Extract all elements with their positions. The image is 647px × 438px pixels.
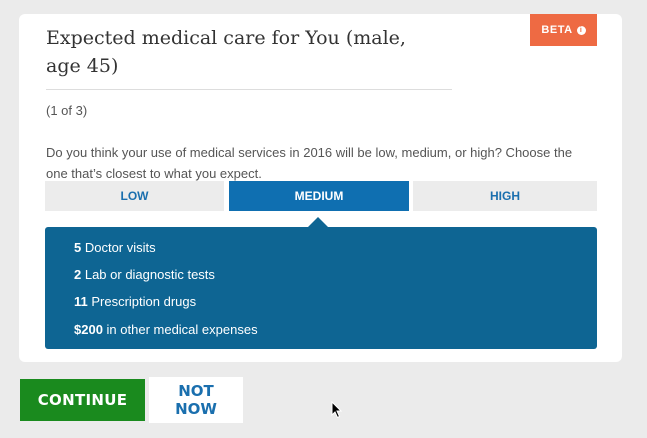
details-panel: 5 Doctor visits 2 Lab or diagnostic test… xyxy=(45,217,597,349)
option-high[interactable]: HIGH xyxy=(413,181,597,211)
detail-item: $200 in other medical expenses xyxy=(74,322,258,337)
info-icon: i xyxy=(576,25,586,35)
page-title: Expected medical care for You (male, age… xyxy=(46,27,406,77)
care-card: BETA i Expected medical care for You (ma… xyxy=(19,14,622,362)
beta-label: BETA xyxy=(541,24,573,36)
detail-item: 2 Lab or diagnostic tests xyxy=(74,267,215,282)
question-text: Do you think your use of medical service… xyxy=(46,145,573,181)
pointer-arrow xyxy=(308,217,328,227)
option-low[interactable]: LOW xyxy=(45,181,224,211)
continue-button[interactable]: CONTINUE xyxy=(20,379,145,421)
mouse-cursor-icon xyxy=(331,401,343,419)
not-now-button[interactable]: NOT NOW xyxy=(149,377,243,423)
detail-item: 11 Prescription drugs xyxy=(74,294,197,309)
step-indicator: (1 of 3) xyxy=(46,103,88,118)
detail-item: 5 Doctor visits xyxy=(74,240,156,255)
option-medium[interactable]: MEDIUM xyxy=(229,181,409,211)
beta-badge[interactable]: BETA i xyxy=(530,14,597,46)
divider xyxy=(46,89,452,90)
